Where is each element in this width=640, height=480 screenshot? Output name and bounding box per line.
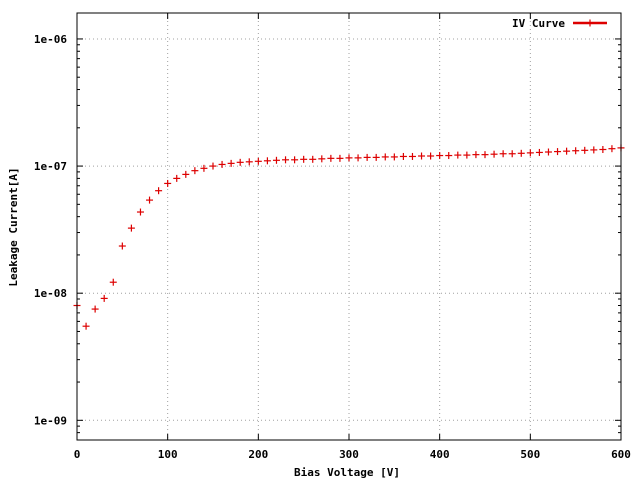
data-point [490, 150, 498, 158]
x-tick-label: 500 [520, 448, 540, 461]
data-point [399, 152, 407, 160]
data-point [472, 151, 480, 159]
data-point [155, 187, 163, 195]
data-point [236, 158, 244, 166]
data-point [463, 151, 471, 159]
data-point [563, 147, 571, 155]
data-point [454, 151, 462, 159]
plot-frame [76, 12, 622, 441]
x-tick-label: 300 [339, 448, 359, 461]
data-point [209, 162, 217, 170]
data-point [526, 149, 534, 157]
legend: IV Curve [512, 17, 607, 30]
x-tick-label: 600 [611, 448, 631, 461]
data-point [544, 148, 552, 156]
data-point [372, 153, 380, 161]
data-point [118, 242, 126, 250]
data-point [499, 150, 507, 158]
data-point [381, 153, 389, 161]
data-point [182, 170, 190, 178]
data-point [300, 155, 308, 163]
y-axis-title: Leakage Current[A] [7, 167, 20, 286]
data-point [599, 146, 607, 154]
data-point [272, 156, 280, 164]
x-axis-title: Bias Voltage [V] [294, 466, 400, 479]
data-point [282, 156, 290, 164]
data-point [327, 154, 335, 162]
data-point [146, 196, 154, 204]
axis-ticks: 0 100 200 300 400 500 600 1e-09 1e-08 1e-07 1e-06 [34, 13, 631, 461]
data-point [263, 157, 271, 165]
data-point [191, 167, 199, 175]
data-point [354, 154, 362, 162]
y-tick-label: 1e-06 [34, 33, 67, 46]
data-point [363, 153, 371, 161]
data-point [100, 294, 108, 302]
data-point [127, 224, 135, 232]
x-tick-label: 200 [248, 448, 268, 461]
x-tick-label: 0 [74, 448, 81, 461]
y-tick-label: 1e-09 [34, 414, 67, 427]
data-point [136, 208, 144, 216]
y-tick-label: 1e-08 [34, 287, 67, 300]
data-point [445, 152, 453, 160]
y-tick-label: 1e-07 [34, 160, 67, 173]
data-point [227, 159, 235, 167]
data-point [554, 148, 562, 156]
data-point [581, 146, 589, 154]
plot-area [73, 144, 625, 330]
data-point [218, 160, 226, 168]
data-point [535, 148, 543, 156]
data-point [318, 155, 326, 163]
data-point [291, 156, 299, 164]
data-point [481, 151, 489, 159]
data-point [336, 154, 344, 162]
x-tick-label: 100 [158, 448, 178, 461]
data-point [173, 174, 181, 182]
data-point [590, 146, 598, 154]
data-point [254, 157, 262, 165]
data-point [436, 152, 444, 160]
data-point [390, 153, 398, 161]
data-point [309, 155, 317, 163]
data-point [572, 147, 580, 155]
data-point [109, 278, 117, 286]
data-point [245, 158, 253, 166]
data-point [91, 305, 99, 313]
x-tick-label: 400 [430, 448, 450, 461]
data-point [82, 322, 90, 330]
data-point [408, 152, 416, 160]
data-point [508, 150, 516, 158]
data-point [418, 152, 426, 160]
legend-label-iv-curve: IV Curve [512, 17, 565, 30]
grid [77, 13, 621, 440]
data-point [164, 179, 172, 187]
data-point [345, 154, 353, 162]
data-point [427, 152, 435, 160]
data-point [200, 164, 208, 172]
data-point [608, 145, 616, 153]
data-point [517, 149, 525, 157]
legend-marker-iv-curve [586, 19, 594, 27]
